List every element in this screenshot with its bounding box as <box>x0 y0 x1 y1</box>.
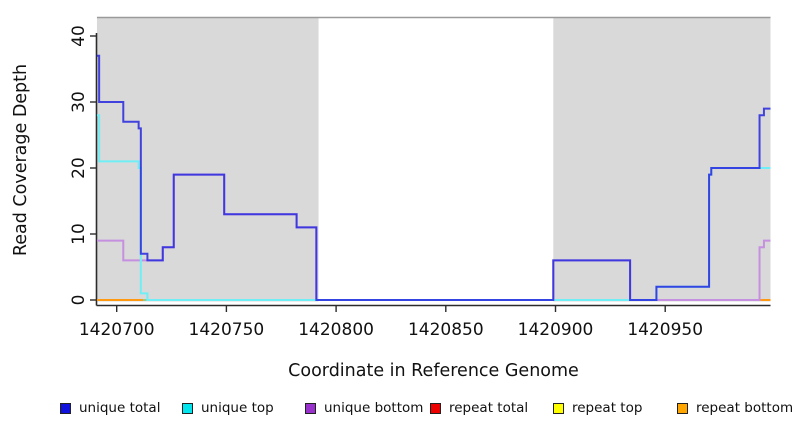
legend-item-repeat-top: repeat top <box>553 399 642 417</box>
x-tick-label: 1420900 <box>518 320 594 340</box>
y-tick-label: 40 <box>69 25 89 47</box>
x-tick-label: 1420750 <box>189 320 265 340</box>
legend-swatch-unique-total <box>60 402 71 414</box>
x-tick-label: 1420800 <box>298 320 374 340</box>
legend-swatch-unique-bottom <box>305 402 316 414</box>
y-axis-title: Read Coverage Depth <box>11 63 31 257</box>
legend-swatch-unique-top <box>182 402 193 414</box>
series-line-unique-total <box>96 54 771 301</box>
legend-swatch-repeat-total <box>430 402 441 414</box>
y-tick-label: 10 <box>69 223 89 245</box>
legend-item-repeat-bottom: repeat bottom <box>677 399 792 417</box>
legend-item-unique-bottom: unique bottom <box>305 399 423 417</box>
x-tick-label: 1420700 <box>79 320 155 340</box>
legend-item-unique-total: unique total <box>60 399 160 417</box>
y-tick-label: 20 <box>69 157 89 179</box>
shaded-region <box>96 17 319 302</box>
legend-swatch-repeat-bottom <box>677 402 688 414</box>
legend-swatch-repeat-top <box>553 402 564 414</box>
legend-label: repeat total <box>449 400 529 416</box>
legend-item-repeat-total: repeat total <box>430 399 528 417</box>
legend: unique total unique top unique bottom repea… <box>0 399 792 421</box>
x-axis-title: Coordinate in Reference Genome <box>288 361 579 381</box>
legend-label: unique bottom <box>324 400 424 416</box>
plot-area: 1420700 1420750 1420800 1420850 1420900 14209… <box>69 16 771 340</box>
legend-label: unique top <box>201 400 274 416</box>
y-tick-label: 30 <box>69 91 89 113</box>
legend-label: unique total <box>79 400 161 416</box>
shaded-region <box>553 17 771 302</box>
y-tick-label: 0 <box>69 295 89 306</box>
legend-label: repeat top <box>572 400 643 416</box>
legend-label: repeat bottom <box>696 400 792 416</box>
x-tick-label: 1420950 <box>627 320 703 340</box>
x-tick-label: 1420850 <box>408 320 484 340</box>
legend-item-unique-top: unique top <box>182 399 274 417</box>
